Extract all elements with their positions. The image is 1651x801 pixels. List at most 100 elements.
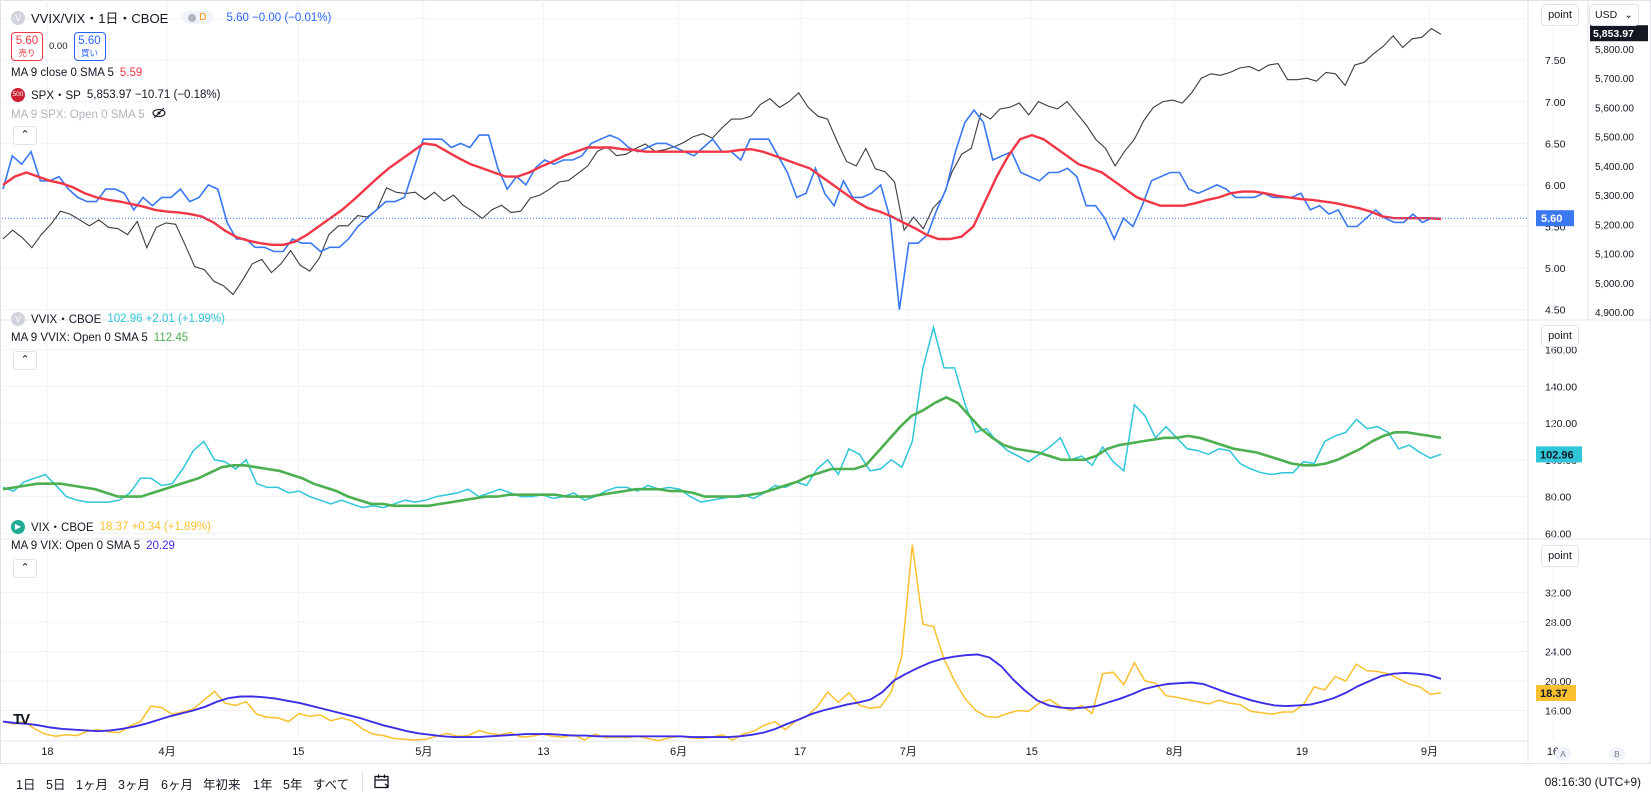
range-button-1m[interactable]: 1ヶ月 [76, 778, 108, 792]
secondary-y-tick-label: 5,100.00 [1595, 250, 1634, 261]
buy-label: 買い [80, 48, 98, 58]
collapse-vvix-legend-button[interactable]: ⌃ [13, 351, 37, 370]
spx-last-price-tag-label: 5,853.97 [1593, 28, 1634, 40]
y-tick-label: 5.00 [1545, 263, 1566, 275]
scale-mode-button-mid[interactable]: point [1541, 325, 1579, 347]
main-symbol-title[interactable]: VVIX/VIX・1日・CBOE [31, 11, 169, 26]
secondary-y-tick-label: 5,600.00 [1595, 103, 1634, 114]
secondary-y-tick-label: 5,500.00 [1595, 133, 1634, 144]
vvix-ma-legend[interactable]: MA 9 VVIX: Open 0 SMA 5 112.45 [11, 332, 188, 344]
vix-logo-icon: ▶ [11, 520, 25, 534]
currency-label: USD [1595, 9, 1618, 21]
x-tick-label: 15 [292, 746, 304, 758]
vvix-legend[interactable]: V VVIX・CBOE 102.96 +2.01 (+1.99%) [11, 311, 225, 327]
range-button-6m[interactable]: 6ヶ月 [161, 778, 193, 792]
range-button-5d[interactable]: 5日 [46, 778, 66, 792]
spx-legend[interactable]: 500 SPX・SP 5,853.97 −10.71 (−0.18%) [11, 87, 221, 103]
y-tick-label: 20.00 [1545, 676, 1571, 688]
spx-ma-legend[interactable]: MA 9 SPX: Open 0 SMA 5 [11, 107, 167, 122]
vvix-quote: 102.96 +2.01 (+1.99%) [107, 313, 225, 325]
y-tick-label: 4.50 [1545, 305, 1566, 317]
sell-label: 売り [18, 48, 36, 58]
vvix-ma-label: MA 9 VVIX: Open 0 SMA 5 [11, 332, 148, 344]
vvix-title: VVIX・CBOE [31, 314, 102, 326]
vix-legend[interactable]: ▶ VIX・CBOE 18.37 +0.34 (+1.89%) [11, 519, 211, 535]
spx-ma-label: MA 9 SPX: Open 0 SMA 5 [11, 108, 145, 121]
x-tick-label: 15 [1026, 746, 1038, 758]
scale-mode-button-bottom[interactable]: point [1541, 545, 1579, 567]
hidden-eye-icon[interactable] [151, 107, 167, 122]
collapse-legend-button[interactable]: ⌃ [13, 126, 37, 145]
range-button-5y[interactable]: 5年 [283, 778, 303, 792]
currency-button[interactable]: USD ⌄ [1589, 4, 1639, 26]
spx-quote: 5,853.97 −10.71 (−0.18%) [86, 89, 221, 101]
calendar-icon[interactable] [373, 773, 391, 794]
sell-price: 5.60 [15, 35, 39, 47]
vvix-logo-icon: V [11, 312, 25, 326]
scale-mode-button-top[interactable]: point [1541, 4, 1579, 26]
y-tick-label: 24.00 [1545, 647, 1571, 659]
x-tick-label: 13 [537, 746, 549, 758]
vix-title: VIX・CBOE [31, 522, 94, 534]
y-tick-label: 7.50 [1545, 55, 1566, 67]
secondary-y-tick-label: 4,900.00 [1595, 308, 1634, 319]
secondary-y-tick-label: 5,300.00 [1595, 191, 1634, 202]
x-tick-label: 18 [41, 746, 53, 758]
last-price-tag [1536, 210, 1574, 227]
x-tick-label: 17 [794, 746, 806, 758]
spx-logo-icon: 500 [11, 88, 25, 102]
y-tick-label: 60.00 [1545, 528, 1571, 540]
vix-ma-value: 20.29 [146, 540, 175, 552]
secondary-y-tick-label: 5,000.00 [1595, 279, 1634, 290]
vix-quote: 18.37 +0.34 (+1.89%) [99, 521, 211, 533]
ratio-ma-label: MA 9 close 0 SMA 5 [11, 67, 114, 79]
x-tick-label: 6月 [670, 746, 687, 758]
bottom-toolbar: 1日 5日 1ヶ月 3ヶ月 6ヶ月 年初来 1年 5年 すべて 08:16:30… [0, 763, 1651, 801]
vix-ma-legend[interactable]: MA 9 VIX: Open 0 SMA 5 20.29 [11, 540, 175, 552]
y-tick-label: 28.00 [1545, 617, 1571, 629]
y-tick-label: 7.00 [1545, 97, 1566, 109]
toolbar-divider [362, 772, 363, 792]
x-tick-label: 8月 [1166, 746, 1183, 758]
vvix-ma-value: 112.45 [153, 332, 189, 344]
market-closed-icon [188, 13, 197, 22]
vix-last-price-tag [1536, 685, 1576, 702]
spread-value: 0.00 [49, 41, 68, 52]
y-tick-label: 6.50 [1545, 138, 1566, 150]
market-status-badge[interactable]: D [182, 11, 213, 24]
ratio-ma-legend[interactable]: MA 9 close 0 SMA 5 5.59 [11, 67, 142, 79]
tradingview-logo[interactable]: TV [13, 711, 30, 728]
x-tick-label: 19 [1296, 746, 1308, 758]
time-axis-button-b[interactable]: B [1609, 747, 1625, 761]
secondary-y-tick-label: 5,700.00 [1595, 74, 1634, 85]
buy-button[interactable]: 5.60 買い [73, 32, 106, 61]
secondary-y-tick-label: 5,800.00 [1595, 45, 1634, 56]
range-button-1y[interactable]: 1年 [253, 778, 273, 792]
sell-button[interactable]: 5.60 売り [11, 32, 43, 61]
bid-ask-panel: 5.60 売り 0.00 5.60 買い [11, 32, 106, 61]
time-axis-button-a[interactable]: A [1555, 747, 1571, 761]
range-button-1d[interactable]: 1日 [16, 778, 36, 792]
spx-last-price-tag [1590, 25, 1648, 42]
symbol-logo-icon: V [11, 10, 25, 25]
vvix-series-line [2, 324, 1442, 509]
vix-ma-label: MA 9 VIX: Open 0 SMA 5 [11, 540, 141, 552]
ratio-ma-value: 5.59 [119, 67, 143, 79]
secondary-y-tick-label: 5,400.00 [1595, 162, 1634, 173]
chevron-down-icon: ⌄ [1624, 9, 1633, 21]
clock-display[interactable]: 08:16:30 (UTC+9) [1544, 775, 1641, 789]
range-button-all[interactable]: すべて [313, 778, 350, 792]
vix-last-price-tag-label: 18.37 [1540, 688, 1568, 700]
ratio-series-line [2, 108, 1441, 310]
vix-series-line [2, 544, 1442, 742]
vvix-ma-line [2, 395, 1442, 508]
x-tick-label: 7月 [900, 746, 917, 758]
collapse-vix-legend-button[interactable]: ⌃ [13, 559, 37, 578]
secondary-y-tick-label: 5,200.00 [1595, 220, 1634, 231]
range-button-3m[interactable]: 3ヶ月 [118, 778, 150, 792]
interval-badge: D [199, 12, 207, 23]
spx-title: SPX・SP [31, 90, 81, 102]
y-tick-label: 32.00 [1545, 588, 1571, 600]
range-button-ytd[interactable]: 年初来 [203, 778, 241, 792]
